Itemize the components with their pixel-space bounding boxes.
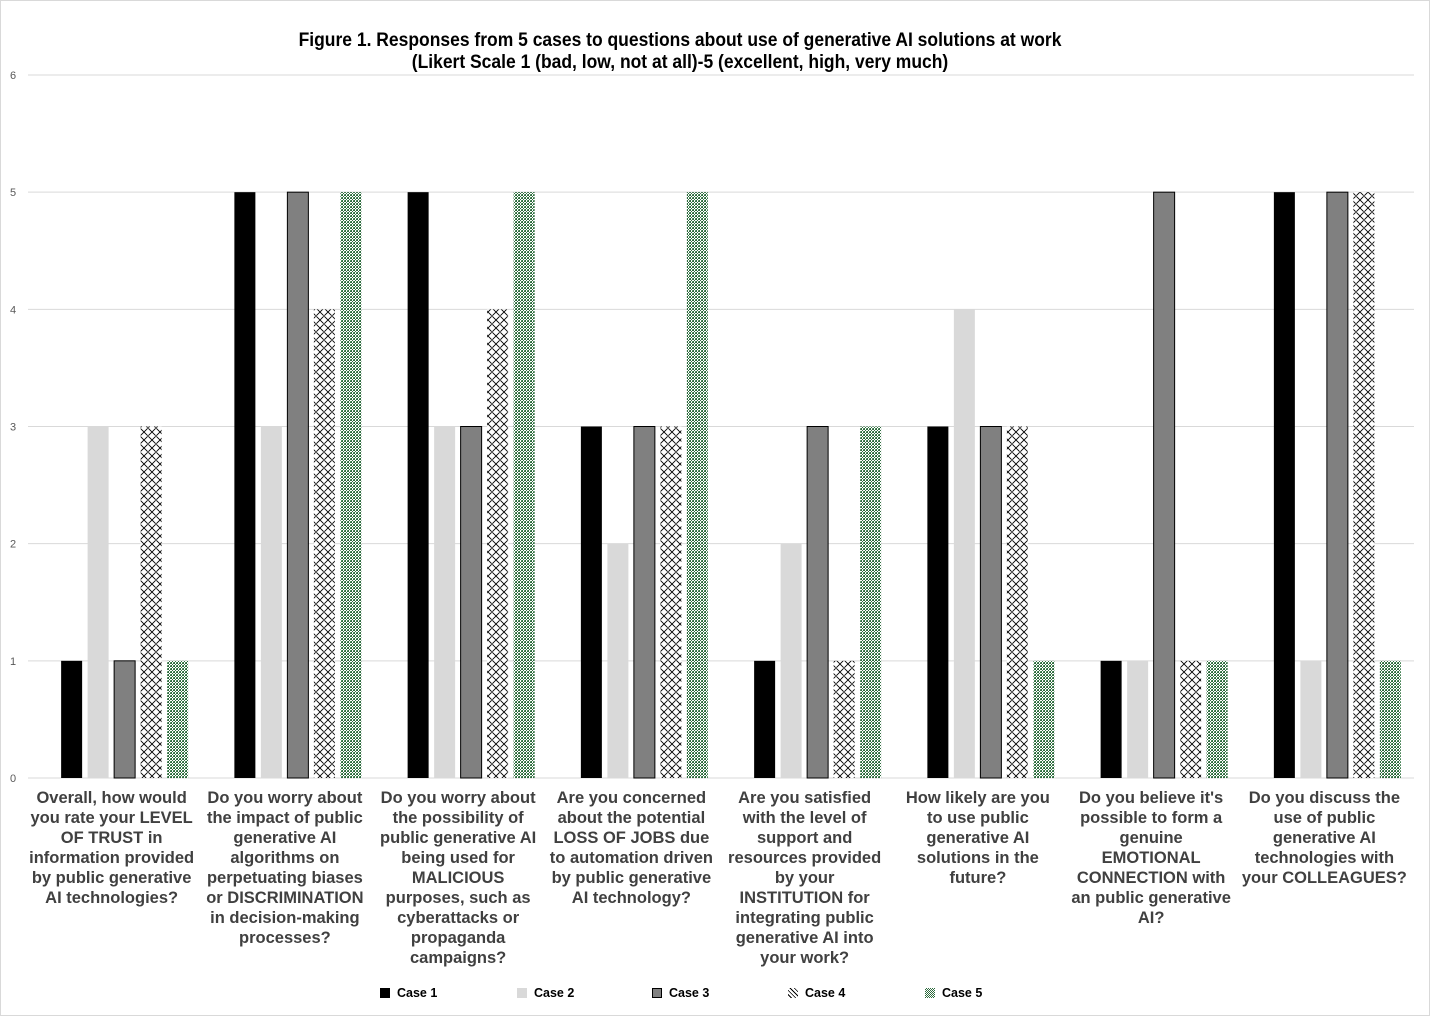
y-tick-label: 2 [10,539,16,551]
legend-label: Case 1 [397,986,438,1000]
bar-case-5-q2 [340,192,362,778]
bar-case-2-q2 [260,426,282,778]
bar-case-3-q7 [1153,191,1176,779]
bar-case-2-q5 [780,543,802,778]
chart-subtitle: (Likert Scale 1 (bad, low, not at all)-5… [411,52,949,73]
bar-case-5-q6 [1033,660,1055,778]
bar-case-1-q3 [407,192,429,778]
legend-swatch-icon [925,988,935,998]
bar-case-3-q6 [979,426,1002,779]
legend-item-case-5: Case 5 [925,986,982,1000]
legend-label: Case 3 [669,986,710,1000]
bar-case-4-q7 [1180,660,1202,778]
x-category-label: Overall, how would you rate your LEVEL O… [29,789,195,907]
bar-case-4-q5 [833,660,855,778]
y-axis-ticks: 0 1 2 3 4 5 6 [10,70,16,785]
legend-swatch-icon [517,988,527,998]
legend-swatch-icon [788,988,798,998]
y-tick-label: 6 [10,70,16,82]
legend-label: Case 5 [942,986,983,1000]
bar-case-5-q8 [1379,660,1401,778]
legend-label: Case 4 [805,986,846,1000]
x-category-label: How likely are you to use public generat… [905,789,1050,887]
bar-case-4-q6 [1006,426,1028,778]
y-tick-label: 0 [10,773,16,785]
bar-case-5-q4 [686,192,708,778]
y-tick-label: 3 [10,422,16,434]
bar-case-3-q4 [633,426,656,779]
bar-case-4-q4 [660,426,682,778]
chart-title: Figure 1. Responses from 5 cases to ques… [298,30,1062,51]
bar-case-4-q3 [487,309,509,778]
x-category-label: Are you concerned about the potential LO… [549,789,713,907]
bar-case-2-q1 [87,426,109,778]
bar-case-3-q8 [1326,191,1349,779]
legend-item-case-3: Case 3 [652,986,709,1000]
bar-case-1-q8 [1273,192,1295,778]
x-category-label: Do you discuss the use of public generat… [1241,789,1407,887]
bar-case-2-q7 [1127,660,1149,778]
bar-case-2-q3 [434,426,456,778]
bar-case-3-q5 [806,426,829,779]
bar-case-1-q4 [580,426,602,778]
bar-case-4-q2 [313,309,335,778]
bars [61,191,1401,779]
bar-case-1-q2 [234,192,256,778]
legend-item-case-4: Case 4 [788,986,845,1000]
bar-case-3-q1 [113,660,136,779]
bar-case-5-q7 [1206,660,1228,778]
bar-case-2-q4 [607,543,629,778]
bar-case-1-q5 [754,660,776,778]
bar-case-5-q3 [513,192,535,778]
legend-item-case-1: Case 1 [380,986,437,1000]
bar-case-5-q5 [860,426,882,778]
bar-case-2-q8 [1300,660,1322,778]
legend-item-case-2: Case 2 [517,986,574,1000]
x-category-label: Are you satisfied with the level of supp… [728,789,882,967]
y-tick-label: 4 [10,304,16,316]
y-tick-label: 5 [10,187,16,199]
legend-swatch-icon [652,988,662,998]
chart-title-block: Figure 1. Responses from 5 cases to ques… [54,30,1305,74]
x-category-label: Do you believe it's possible to form a g… [1071,789,1231,927]
bar-case-4-q8 [1353,192,1375,778]
bar-case-2-q6 [953,309,975,778]
bar-case-3-q3 [460,426,483,779]
y-tick-label: 1 [10,656,16,668]
bar-case-1-q1 [61,660,83,778]
legend: Case 1 Case 2 Case 3 Case 4 Case 5 [0,986,1430,1006]
x-category-label: Do you worry about the impact of public … [206,789,364,947]
bar-case-1-q6 [927,426,949,778]
bar-case-4-q1 [140,426,162,778]
x-category-label: Do you worry about the possibility of pu… [380,789,537,967]
bar-case-3-q2 [286,191,309,779]
bar-case-5-q1 [167,660,189,778]
legend-swatch-icon [380,988,390,998]
legend-label: Case 2 [534,986,575,1000]
bar-case-1-q7 [1100,660,1122,778]
